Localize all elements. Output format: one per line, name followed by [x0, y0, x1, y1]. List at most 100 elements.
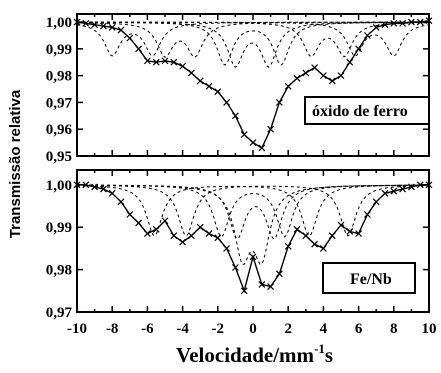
- bottom-data-point: [249, 253, 257, 261]
- x-axis-label: Velocidade/mm-1s: [176, 341, 333, 367]
- top-data-point: [205, 82, 213, 90]
- top-subspectrum-1: [77, 21, 430, 57]
- top-data-point: [284, 82, 292, 90]
- bottom-subspectrum-4: [76, 184, 429, 265]
- top-data-point: [311, 64, 319, 72]
- top-data-point: [399, 19, 407, 27]
- top-subspectrum-5: [77, 21, 429, 68]
- bottom-data-point: [381, 189, 389, 197]
- bottom-data-point: [161, 217, 169, 225]
- top-data-point: [293, 74, 301, 82]
- bottom-data-point: [152, 225, 160, 233]
- x-tick-label: -10: [67, 321, 87, 337]
- top-subspectrum-3: [77, 21, 429, 58]
- top-fit-line: [76, 20, 430, 150]
- top-y-tick-label: 1,00: [46, 15, 72, 31]
- bottom-data-point: [170, 232, 178, 240]
- bottom-subspectrum-2: [77, 184, 429, 238]
- bottom-data-point: [355, 230, 363, 238]
- top-data-point: [135, 45, 143, 53]
- top-annotation-box: [304, 96, 430, 125]
- top-data-point: [302, 69, 310, 77]
- bottom-data-point: [407, 183, 415, 191]
- x-tick-label: 8: [390, 321, 398, 337]
- top-data-point: [407, 18, 415, 26]
- top-data-point: [126, 34, 134, 42]
- bottom-data-point: [117, 198, 125, 206]
- top-data-point: [267, 125, 275, 133]
- bottom-data-point: [275, 270, 283, 278]
- x-tick-label: 6: [355, 321, 363, 337]
- bottom-data-point: [284, 242, 292, 250]
- top-data-point: [108, 23, 116, 31]
- bottom-annotation-label: Fe/Nb: [350, 271, 392, 288]
- bottom-annotation-box: [322, 262, 416, 294]
- bottom-data-point: [267, 283, 275, 290]
- top-data-point: [390, 19, 398, 27]
- bottom-data-point: [328, 232, 336, 240]
- top-data-point: [231, 112, 239, 120]
- bottom-data-point: [231, 264, 239, 271]
- top-data-point: [223, 98, 231, 106]
- top-data-point: [170, 58, 178, 66]
- bottom-data-point: [143, 230, 151, 238]
- x-tick-label: 2: [284, 321, 292, 337]
- top-data-point: [143, 57, 151, 65]
- top-data-point: [363, 32, 371, 39]
- bottom-data-point: [214, 234, 222, 242]
- bottom-data-point: [258, 281, 266, 288]
- bottom-y-tick-label: 0,98: [46, 263, 72, 279]
- bottom-plot-area: [73, 181, 433, 295]
- bottom-data-point: [311, 240, 319, 248]
- top-data-point: [82, 19, 90, 27]
- bottom-data-point: [337, 221, 345, 229]
- top-data-point: [381, 21, 389, 29]
- top-y-tick-label: 0,99: [46, 42, 72, 58]
- top-annotation-label: óxido de ferro: [312, 103, 408, 120]
- bottom-data-point: [187, 232, 195, 240]
- x-tick-label: -4: [176, 321, 189, 337]
- top-data-point: [161, 57, 169, 65]
- x-tick-label: 10: [422, 321, 437, 337]
- top-data-point: [328, 77, 336, 85]
- bottom-data-point: [302, 232, 310, 240]
- tick-labels: 0,95 0,96 0,97 0,98 0,99 1,00 0,97 0,98 0,99 1,00…: [46, 15, 437, 337]
- top-data-point: [249, 139, 257, 147]
- y-axis-label: Transmissão relativa: [7, 89, 24, 238]
- tick-marks: [76, 14, 430, 313]
- top-data-point: [196, 77, 204, 85]
- top-y-tick-label: 0,97: [46, 95, 73, 111]
- bottom-data-point: [99, 185, 107, 193]
- x-axis-label-tail: s: [325, 343, 333, 367]
- bottom-data-point: [293, 225, 301, 233]
- top-plot-area: [73, 17, 433, 152]
- bottom-data-point: [240, 287, 248, 295]
- bottom-data-point: [91, 183, 99, 191]
- top-data-point: [416, 18, 424, 26]
- x-axis-label-sup: -1: [314, 341, 325, 356]
- bottom-data-point: [319, 244, 327, 252]
- top-data-point: [337, 72, 345, 80]
- top-data-point: [214, 88, 222, 96]
- bottom-data-point: [390, 187, 398, 195]
- top-data-point: [275, 98, 283, 106]
- bottom-subspectrum-0: [77, 184, 429, 237]
- top-data-point: [152, 58, 160, 66]
- top-data-point: [319, 72, 327, 80]
- x-axis-label-main: Velocidade/mm: [176, 343, 315, 367]
- top-data-point: [117, 26, 125, 34]
- bottom-data-point: [346, 228, 354, 235]
- bottom-y-tick-label: 0,99: [46, 220, 72, 236]
- top-data-point: [179, 62, 187, 70]
- bottom-data-point: [135, 219, 143, 227]
- top-y-tick-label: 0,96: [46, 122, 73, 138]
- bottom-data-point: [372, 198, 380, 206]
- top-data-point: [187, 69, 195, 77]
- bottom-data-point: [416, 181, 424, 189]
- top-y-tick-label: 0,98: [46, 69, 72, 85]
- top-data-point: [91, 21, 99, 29]
- top-data-point: [372, 23, 380, 31]
- bottom-data-point: [82, 181, 90, 189]
- top-subspectrum-4: [77, 21, 429, 66]
- bottom-data-point: [205, 230, 213, 238]
